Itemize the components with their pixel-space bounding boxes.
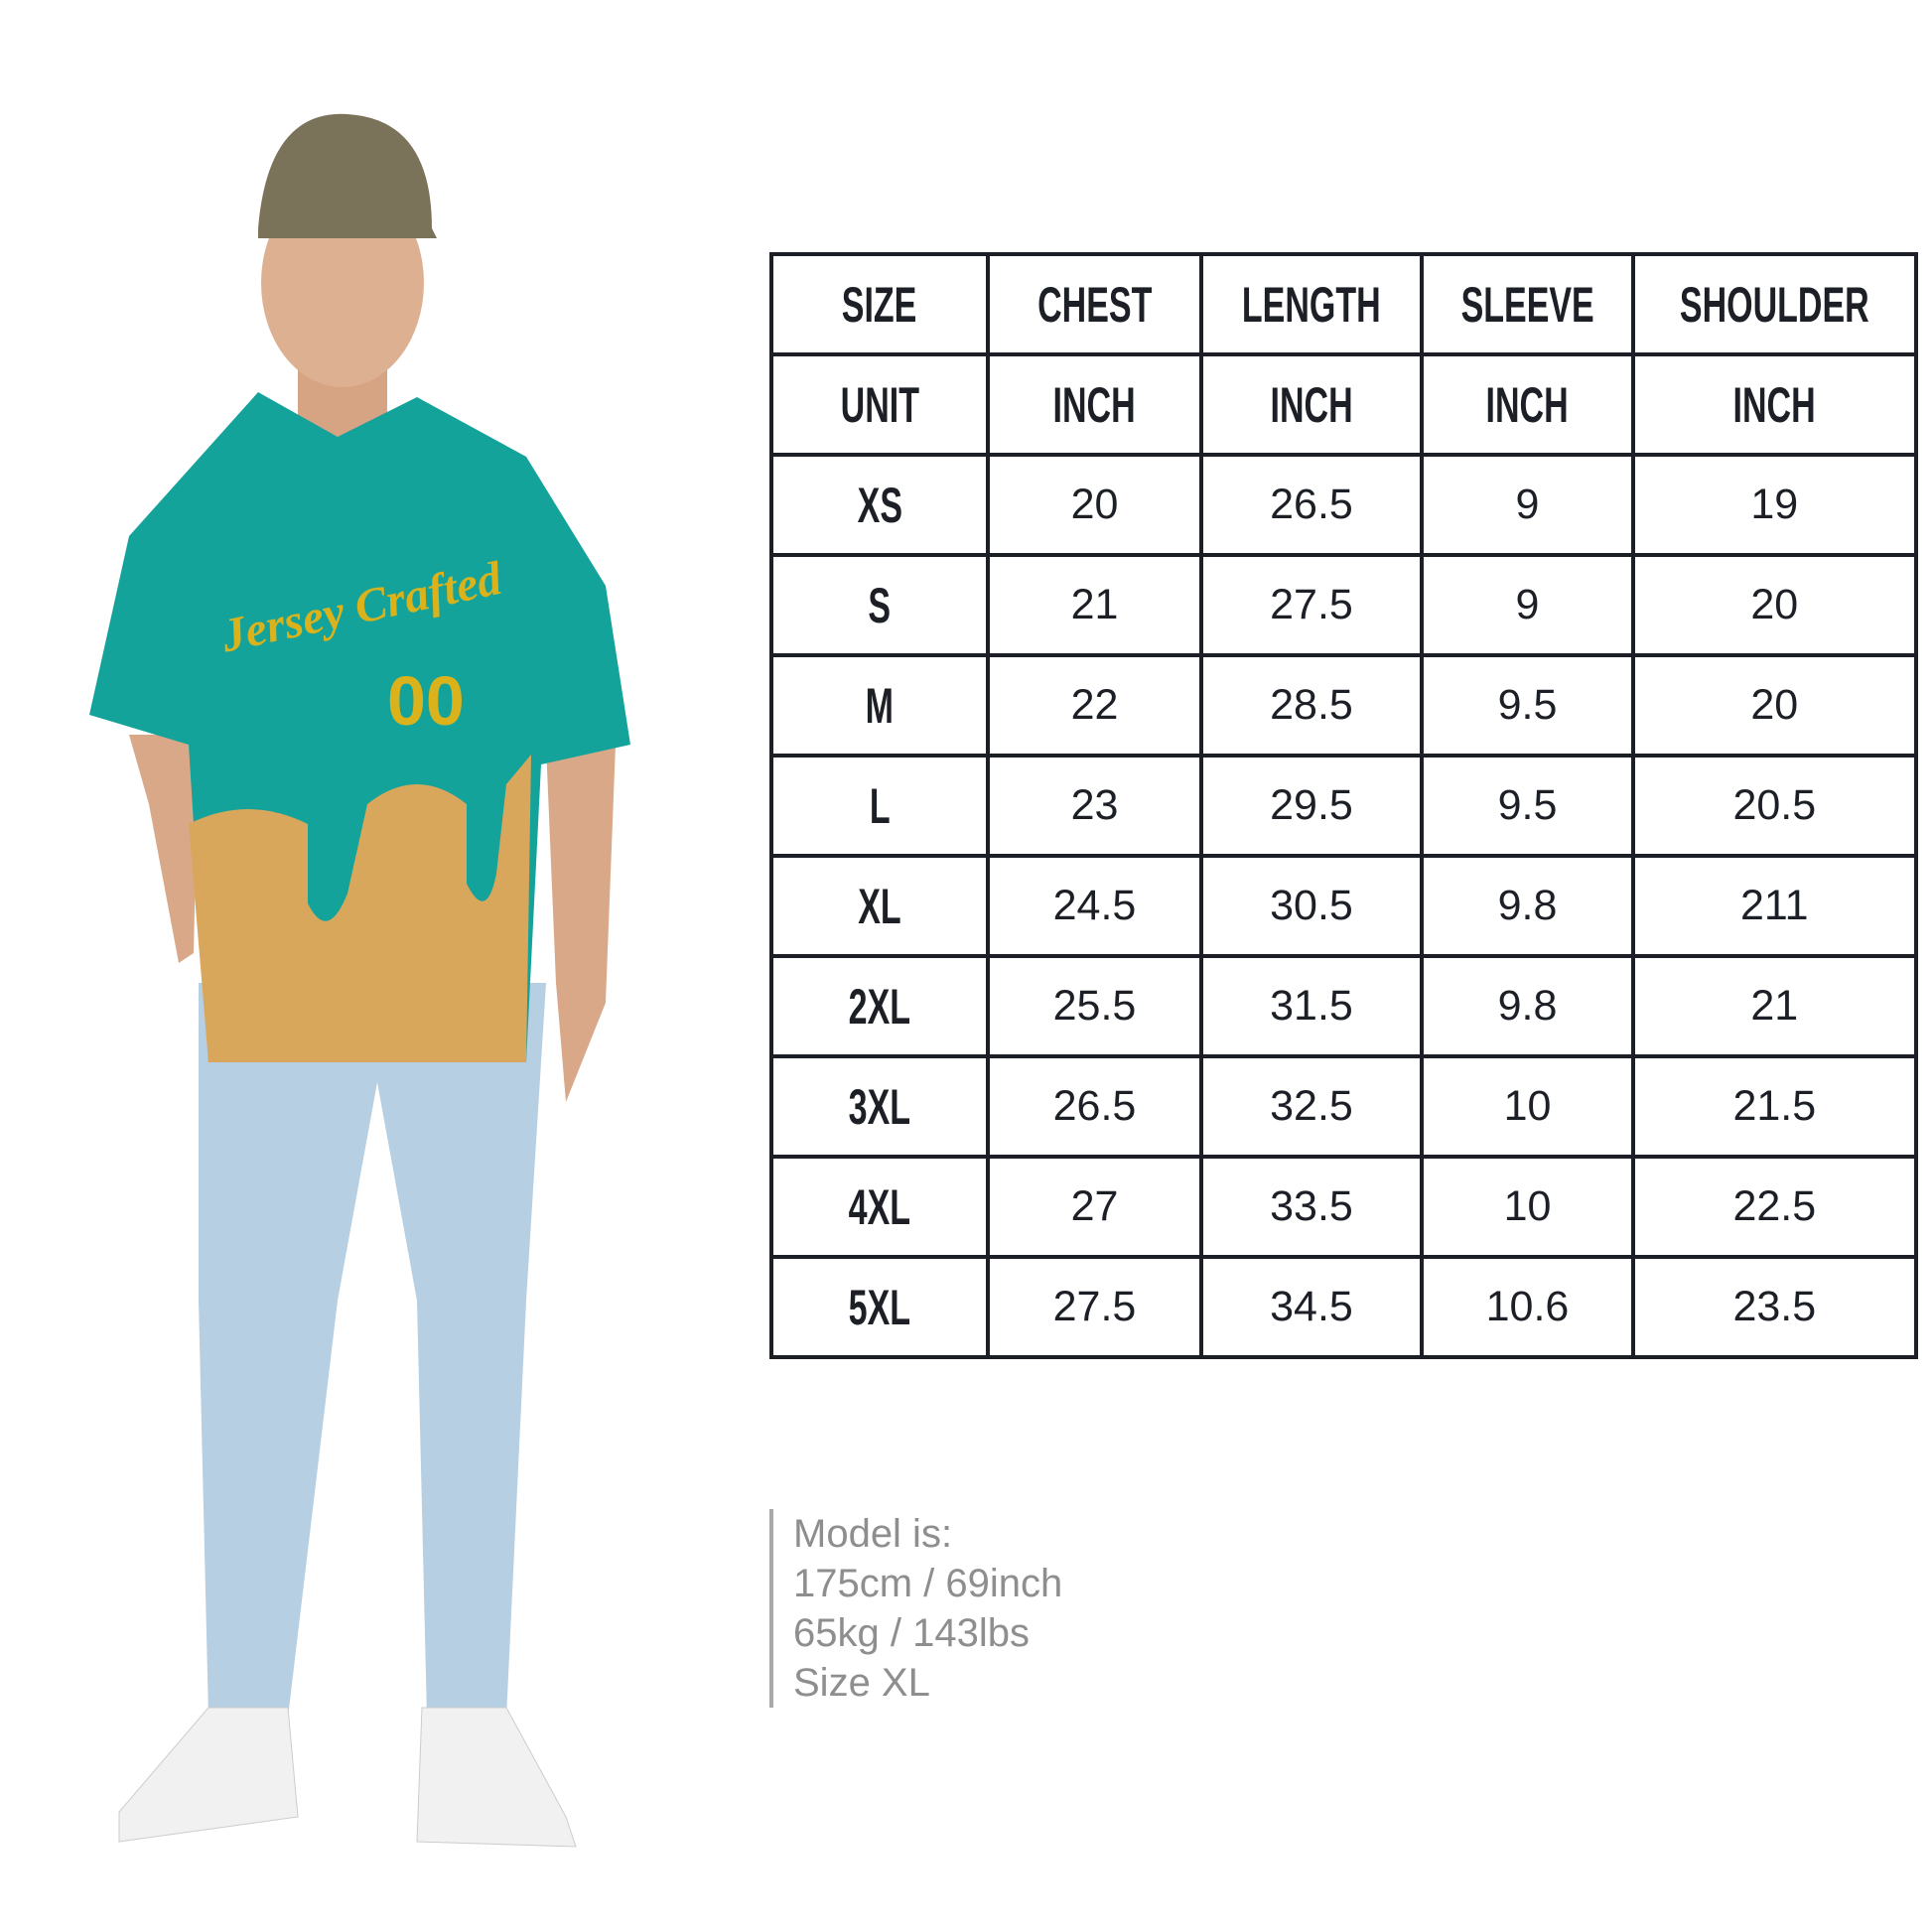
size-label: S (868, 577, 892, 633)
column-header: SHOULDER (1679, 276, 1869, 333)
size-label: XL (858, 878, 901, 934)
measurement-value: 32.5 (1270, 1082, 1353, 1130)
size-label: 4XL (848, 1178, 911, 1235)
measurement-value: 28.5 (1270, 681, 1353, 729)
measurement-value: 27 (1070, 1182, 1119, 1230)
size-label: 5XL (848, 1279, 911, 1335)
right-arm (546, 745, 616, 1102)
measurement-value: 9 (1515, 481, 1540, 528)
unit-label: UNIT (840, 376, 919, 433)
size-label: 2XL (848, 978, 911, 1035)
measurement-value: 19 (1750, 481, 1799, 528)
measurement-value: 10 (1503, 1082, 1552, 1130)
cap (258, 113, 437, 238)
table-row: S 21 27.5 9 20 (769, 553, 1918, 657)
measurement-value: 20 (1750, 681, 1799, 729)
model-photo: Jersey Crafted 00 (89, 113, 630, 1848)
left-shoe (118, 1707, 299, 1843)
table-row: 4XL 27 33.5 10 22.5 (769, 1155, 1918, 1259)
model-height: 175cm / 69inch (793, 1562, 1063, 1605)
measurement-value: 211 (1740, 882, 1809, 929)
measurement-value: 31.5 (1270, 982, 1353, 1030)
measurement-value: 20 (1070, 481, 1119, 528)
column-header: SLEEVE (1460, 276, 1594, 333)
table-row: 3XL 26.5 32.5 10 21.5 (769, 1054, 1918, 1159)
unit-label: INCH (1485, 376, 1570, 433)
measurement-value: 9 (1515, 581, 1540, 628)
model-info: Model is: 175cm / 69inch 65kg / 143lbs S… (769, 1509, 1062, 1708)
measurement-value: 26.5 (1052, 1082, 1137, 1130)
left-arm (129, 735, 199, 963)
measurement-value: 29.5 (1270, 781, 1353, 829)
column-header: CHEST (1036, 276, 1153, 333)
size-label: XS (857, 477, 902, 533)
table-row: 5XL 27.5 34.5 10.6 23.5 (769, 1255, 1918, 1359)
measurement-value: 20.5 (1732, 781, 1817, 829)
measurement-value: 22.5 (1732, 1182, 1817, 1230)
measurement-value: 23 (1070, 781, 1119, 829)
measurement-value: 10.6 (1485, 1283, 1570, 1330)
measurement-value: 23.5 (1732, 1283, 1817, 1330)
table-row: XL 24.5 30.5 9.8 211 (769, 854, 1918, 958)
measurement-value: 26.5 (1270, 481, 1353, 528)
unit-label: INCH (1732, 376, 1816, 433)
size-chart-table: SIZE CHEST LENGTH SLEEVE SHOULDER UNIT I… (769, 252, 1918, 1359)
model-info-title: Model is: (793, 1512, 953, 1556)
measurement-value: 9.5 (1497, 681, 1558, 729)
measurement-value: 21 (1750, 982, 1799, 1030)
measurement-value: 9.8 (1497, 982, 1558, 1030)
size-label: L (869, 777, 891, 834)
measurement-value: 27.5 (1270, 581, 1353, 628)
table-row: 2XL 25.5 31.5 9.8 21 (769, 954, 1918, 1058)
right-shoe (416, 1707, 577, 1848)
unit-label: INCH (1270, 376, 1353, 433)
measurement-value: 9.8 (1497, 882, 1558, 929)
measurement-value: 10 (1503, 1182, 1552, 1230)
model-size: Size XL (793, 1661, 930, 1705)
measurement-value: 20 (1750, 581, 1799, 628)
measurement-value: 27.5 (1052, 1283, 1137, 1330)
size-label: 3XL (848, 1078, 911, 1135)
size-label: M (865, 677, 895, 734)
measurement-value: 22 (1070, 681, 1119, 729)
measurement-value: 9.5 (1497, 781, 1558, 829)
table-row: XS 20 26.5 9 19 (769, 453, 1918, 557)
column-header: LENGTH (1242, 276, 1381, 333)
column-header: SIZE (842, 276, 917, 333)
measurement-value: 33.5 (1270, 1182, 1353, 1230)
measurement-value: 21 (1070, 581, 1119, 628)
measurement-value: 25.5 (1052, 982, 1137, 1030)
measurement-value: 24.5 (1052, 882, 1137, 929)
measurement-value: 30.5 (1270, 882, 1353, 929)
jersey-number: 00 (387, 662, 465, 740)
waffle-cone (189, 755, 531, 1062)
unit-row: UNIT INCH INCH INCH INCH (769, 352, 1918, 457)
unit-label: INCH (1052, 376, 1137, 433)
jeans (199, 983, 546, 1718)
table-row: M 22 28.5 9.5 20 (769, 653, 1918, 758)
measurement-value: 34.5 (1270, 1283, 1353, 1330)
header-row: SIZE CHEST LENGTH SLEEVE SHOULDER (769, 252, 1918, 356)
model-weight: 65kg / 143lbs (793, 1611, 1030, 1655)
table-row: L 23 29.5 9.5 20.5 (769, 754, 1918, 858)
measurement-value: 21.5 (1732, 1082, 1817, 1130)
